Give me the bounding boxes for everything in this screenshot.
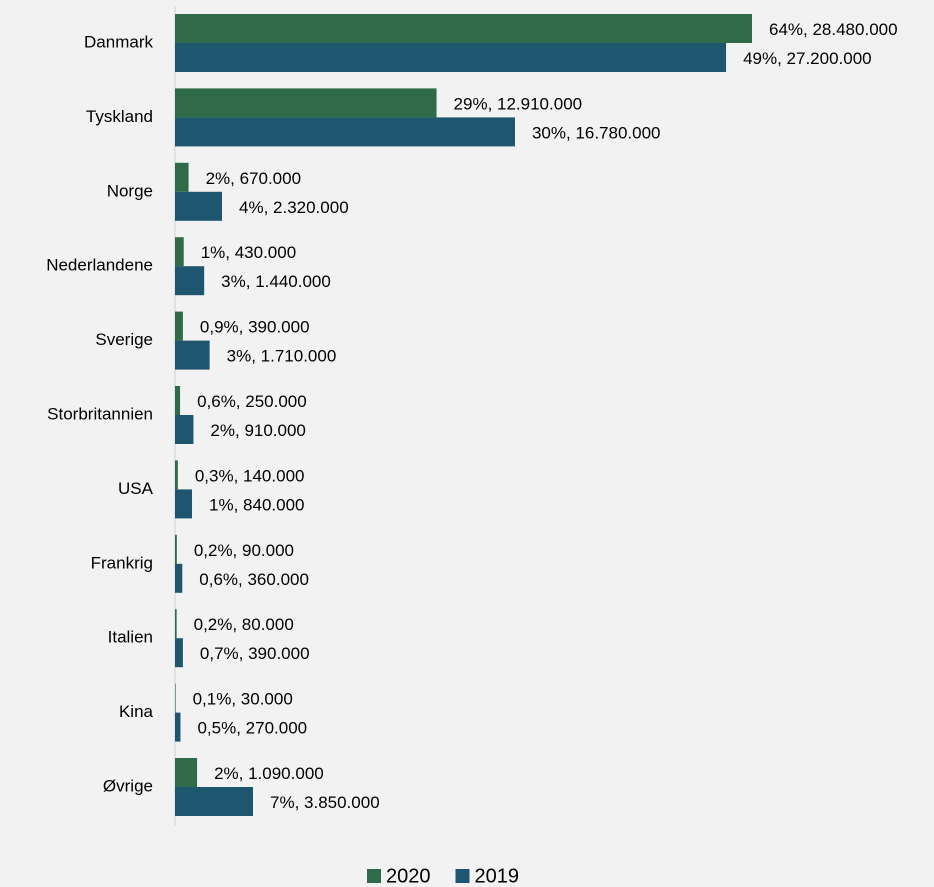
bar	[175, 638, 183, 668]
value-label: 0,5%, 270.000	[197, 719, 307, 738]
value-label: 0,6%, 250.000	[197, 392, 307, 411]
bar	[175, 14, 752, 43]
bar	[175, 415, 194, 444]
bar	[175, 489, 193, 519]
value-label: 4%, 2.320.000	[239, 198, 349, 217]
bar	[175, 787, 254, 816]
value-label: 2%, 670.000	[206, 169, 301, 188]
category-label: Italien	[108, 628, 153, 647]
value-label: 49%, 27.200.000	[743, 49, 872, 68]
bar	[175, 43, 727, 72]
bar	[175, 563, 183, 593]
value-label: 0,2%, 90.000	[194, 541, 294, 560]
bar	[175, 266, 205, 296]
legend-swatch	[367, 869, 381, 883]
category-label: Frankrig	[91, 553, 153, 572]
bar	[175, 386, 181, 415]
bar	[175, 191, 223, 221]
category-label: Øvrige	[103, 776, 153, 795]
value-label: 7%, 3.850.000	[270, 793, 380, 812]
legend-swatch	[455, 869, 470, 883]
bar	[175, 117, 515, 147]
legend-label: 2019	[475, 865, 520, 887]
bar	[175, 534, 177, 564]
bar	[175, 758, 198, 787]
category-label: Danmark	[84, 32, 153, 51]
bar	[175, 340, 210, 370]
value-label: 29%, 12.910.000	[454, 94, 583, 113]
value-label: 30%, 16.780.000	[532, 123, 661, 142]
value-label: 0,9%, 390.000	[200, 318, 310, 337]
category-label: Sverige	[95, 330, 153, 349]
value-label: 1%, 430.000	[201, 243, 296, 262]
value-label: 0,7%, 390.000	[200, 644, 310, 663]
bar	[175, 460, 178, 490]
bar	[175, 237, 184, 267]
value-label: 64%, 28.480.000	[769, 20, 898, 39]
value-label: 3%, 1.710.000	[227, 347, 337, 366]
value-label: 0,2%, 80.000	[194, 615, 294, 634]
value-label: 0,1%, 30.000	[193, 690, 293, 709]
value-label: 2%, 910.000	[210, 421, 305, 440]
bar	[175, 609, 177, 639]
category-label: Kina	[119, 702, 154, 721]
value-label: 3%, 1.440.000	[221, 272, 331, 291]
bar	[175, 683, 176, 713]
category-label: USA	[118, 479, 154, 498]
value-label: 2%, 1.090.000	[214, 764, 324, 783]
category-label: Tyskland	[86, 107, 153, 126]
legend-label: 2020	[386, 865, 431, 887]
value-label: 1%, 840.000	[209, 495, 304, 514]
bar	[175, 311, 183, 341]
category-label: Storbritannien	[47, 404, 153, 423]
value-label: 0,3%, 140.000	[195, 466, 305, 485]
bar	[175, 162, 189, 192]
value-label: 0,6%, 360.000	[199, 570, 309, 589]
bar	[175, 712, 181, 742]
category-label: Nederlandene	[46, 256, 153, 275]
bar	[175, 88, 437, 118]
category-label: Norge	[107, 181, 153, 200]
